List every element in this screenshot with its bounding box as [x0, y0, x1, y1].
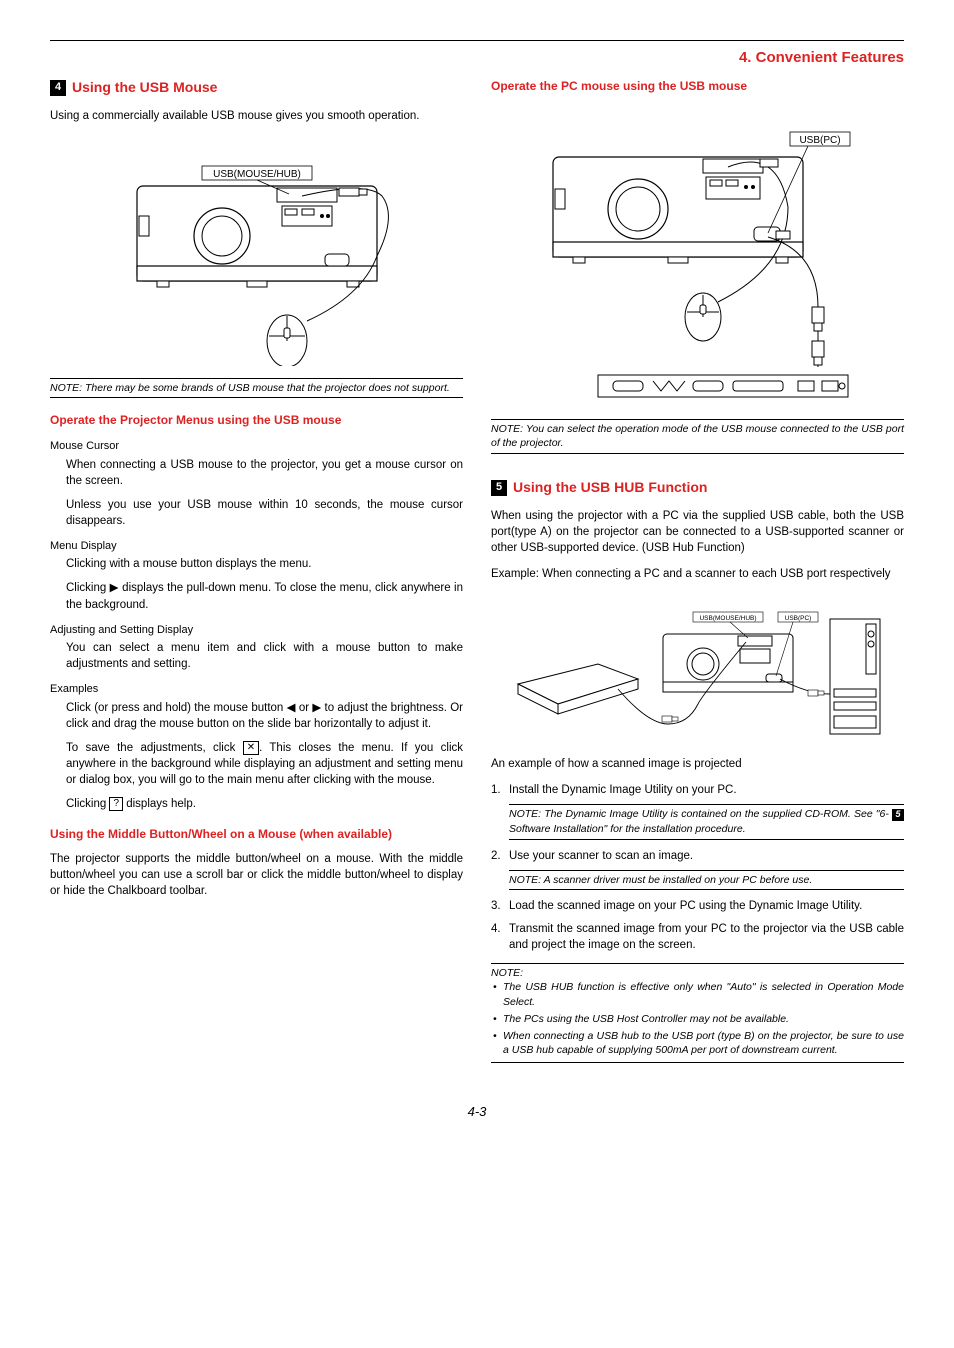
label-menu-display: Menu Display	[50, 539, 463, 554]
top-rule	[50, 40, 904, 41]
final-note-label: NOTE:	[491, 966, 904, 981]
fig3-label1: USB(MOUSE/HUB)	[699, 615, 756, 622]
final-note-block: NOTE: The USB HUB function is effective …	[491, 963, 904, 1063]
inline-number-box: 5	[892, 809, 904, 821]
steps-list-3: Load the scanned image on your PC using …	[491, 898, 904, 952]
step-1: Install the Dynamic Image Utility on you…	[491, 782, 904, 798]
example-text: Example: When connecting a PC and a scan…	[491, 566, 904, 582]
figure-usb-mouse-hub: USB(MOUSE/HUB)	[50, 136, 463, 366]
section-5-intro: When using the projector with a PC via t…	[491, 508, 904, 556]
chapter-title: 4. Convenient Features	[50, 47, 904, 68]
section-5-title: Using the USB HUB Function	[513, 478, 707, 498]
step-1-note: NOTE: The Dynamic Image Utility is conta…	[509, 804, 904, 839]
section-4-title: Using the USB Mouse	[72, 78, 217, 98]
section-4-heading: 4 Using the USB Mouse	[50, 78, 463, 98]
mouse-cursor-p1: When connecting a USB mouse to the proje…	[66, 457, 463, 489]
step-2-note: NOTE: A scanner driver must be installed…	[509, 870, 904, 891]
final-note-list: The USB HUB function is effective only w…	[491, 980, 904, 1057]
mouse-cursor-p2: Unless you use your USB mouse within 10 …	[66, 497, 463, 529]
section-number-box: 4	[50, 80, 66, 96]
label-examples: Examples	[50, 682, 463, 697]
menu-display-p2: Clicking ▶ displays the pull-down menu. …	[66, 580, 463, 612]
note-brands: NOTE: There may be some brands of USB mo…	[50, 378, 463, 399]
final-note-1: The USB HUB function is effective only w…	[491, 980, 904, 1009]
figure-usb-pc: USB(PC)	[491, 107, 904, 407]
block-menu-display: Clicking with a mouse button displays th…	[50, 556, 463, 612]
label-adjusting: Adjusting and Setting Display	[50, 623, 463, 638]
ex-p2: To save the adjustments, click ✕. This c…	[66, 740, 463, 788]
middle-button-body: The projector supports the middle button…	[50, 851, 463, 899]
fig2-label: USB(PC)	[799, 135, 840, 146]
left-column: 4 Using the USB Mouse Using a commercial…	[50, 78, 463, 1063]
steps-list-2: Use your scanner to scan an image.	[491, 848, 904, 864]
ex-p1: Click (or press and hold) the mouse butt…	[66, 700, 463, 732]
section-5-heading: 5 Using the USB HUB Function	[491, 478, 904, 498]
right-column: Operate the PC mouse using the USB mouse	[491, 78, 904, 1063]
two-column-layout: 4 Using the USB Mouse Using a commercial…	[50, 78, 904, 1063]
help-icon: ?	[109, 797, 123, 811]
block-mouse-cursor: When connecting a USB mouse to the proje…	[50, 457, 463, 529]
fig3-label2: USB(PC)	[784, 615, 811, 622]
section-4-intro: Using a commercially available USB mouse…	[50, 108, 463, 124]
ex-p3: Clicking ? displays help.	[66, 796, 463, 812]
final-note-2: The PCs using the USB Host Controller ma…	[491, 1012, 904, 1027]
steps-list: Install the Dynamic Image Utility on you…	[491, 782, 904, 798]
example-caption: An example of how a scanned image is pro…	[491, 756, 904, 772]
step-2: Use your scanner to scan an image.	[491, 848, 904, 864]
page-number: 4-3	[50, 1103, 904, 1121]
label-mouse-cursor: Mouse Cursor	[50, 439, 463, 454]
figure-hub: USB(MOUSE/HUB) USB(PC)	[491, 594, 904, 744]
sub-heading-middle-button: Using the Middle Button/Wheel on a Mouse…	[50, 826, 463, 843]
note-operation-mode: NOTE: You can select the operation mode …	[491, 419, 904, 454]
block-adjusting: You can select a menu item and click wit…	[50, 640, 463, 672]
sub-heading-operate-menus: Operate the Projector Menus using the US…	[50, 412, 463, 429]
menu-display-p1: Clicking with a mouse button displays th…	[66, 556, 463, 572]
close-icon: ✕	[243, 741, 259, 755]
sub-heading-pc-mouse: Operate the PC mouse using the USB mouse	[491, 78, 904, 95]
section-number-box-5: 5	[491, 480, 507, 496]
fig1-label: USB(MOUSE/HUB)	[213, 169, 301, 180]
final-note-3: When connecting a USB hub to the USB por…	[491, 1029, 904, 1058]
block-examples: Click (or press and hold) the mouse butt…	[50, 700, 463, 813]
step-4: Transmit the scanned image from your PC …	[491, 921, 904, 953]
step-3: Load the scanned image on your PC using …	[491, 898, 904, 914]
adj-p1: You can select a menu item and click wit…	[66, 640, 463, 672]
